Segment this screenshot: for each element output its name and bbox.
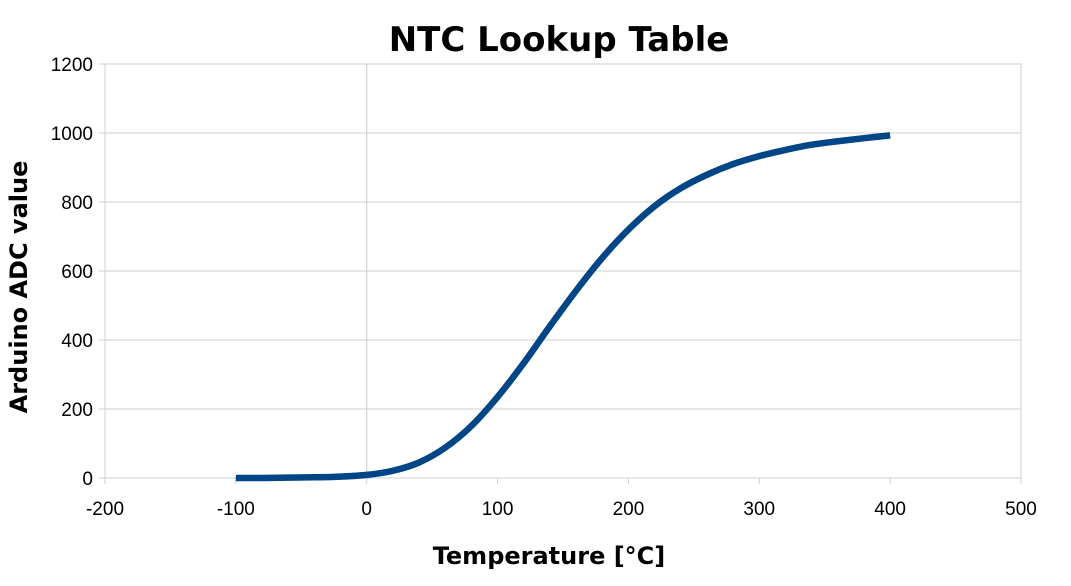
y-tick-label: 400 [61,331,93,352]
series-layer [235,132,891,482]
x-tick-label: 400 [874,499,906,520]
x-tick-label: 100 [482,499,514,520]
tick-layer: 0 200 400 600 800 1000 1200 -200 -100 0 100 200 300 4… [51,55,1037,520]
x-tick-label: 200 [613,499,645,520]
x-tick-label: 500 [1005,499,1037,520]
y-tick-label: 800 [61,193,93,214]
x-tick-label: 300 [743,499,775,520]
y-axis-label: Arduino ADC value [5,161,33,414]
series-line [235,132,891,482]
x-tick-label: -100 [217,499,255,520]
x-axis-label: Temperature [°C] [433,542,666,570]
y-tick-label: 1200 [51,55,93,76]
x-tick-label: 0 [361,499,372,520]
x-tick-label: -200 [86,499,124,520]
chart-title: NTC Lookup Table [389,20,730,60]
grid-layer [99,63,1022,484]
y-tick-label: 1000 [51,124,93,145]
y-tick-label: 0 [82,469,93,490]
y-tick-label: 600 [61,262,93,283]
y-tick-label: 200 [61,400,93,421]
